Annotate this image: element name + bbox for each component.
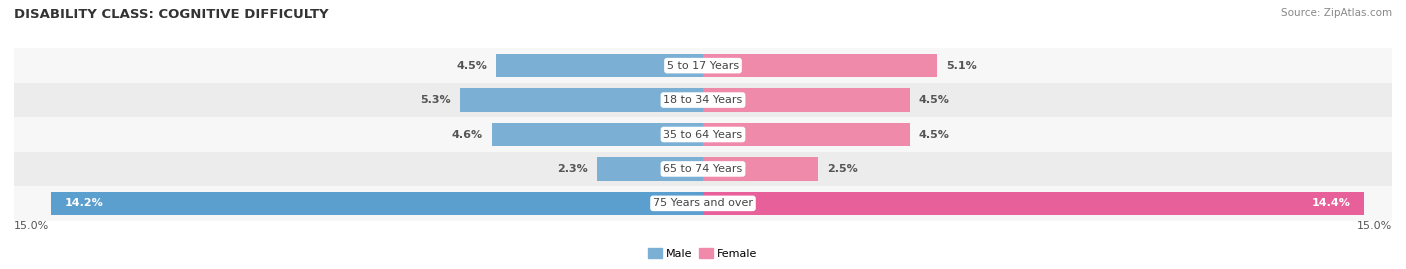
Text: 5 to 17 Years: 5 to 17 Years bbox=[666, 61, 740, 71]
Bar bbox=[14, 186, 1392, 221]
Text: 2.3%: 2.3% bbox=[557, 164, 588, 174]
Text: 4.5%: 4.5% bbox=[920, 129, 949, 140]
Text: 75 Years and over: 75 Years and over bbox=[652, 198, 754, 208]
Text: 14.2%: 14.2% bbox=[65, 198, 103, 208]
Bar bbox=[703, 54, 938, 77]
Text: Source: ZipAtlas.com: Source: ZipAtlas.com bbox=[1281, 8, 1392, 18]
Text: 4.5%: 4.5% bbox=[920, 95, 949, 105]
Text: DISABILITY CLASS: COGNITIVE DIFFICULTY: DISABILITY CLASS: COGNITIVE DIFFICULTY bbox=[14, 8, 329, 21]
Bar bbox=[492, 123, 703, 146]
Text: 4.5%: 4.5% bbox=[457, 61, 486, 71]
Bar bbox=[703, 88, 910, 112]
Bar bbox=[51, 192, 703, 215]
Text: 4.6%: 4.6% bbox=[451, 129, 482, 140]
Text: 35 to 64 Years: 35 to 64 Years bbox=[664, 129, 742, 140]
Bar bbox=[14, 48, 1392, 83]
Bar bbox=[14, 152, 1392, 186]
Bar bbox=[14, 117, 1392, 152]
Bar bbox=[14, 83, 1392, 117]
Text: 18 to 34 Years: 18 to 34 Years bbox=[664, 95, 742, 105]
Text: 5.3%: 5.3% bbox=[420, 95, 450, 105]
Text: 5.1%: 5.1% bbox=[946, 61, 977, 71]
Bar bbox=[703, 192, 1364, 215]
Bar bbox=[460, 88, 703, 112]
Bar bbox=[703, 157, 818, 181]
Bar bbox=[703, 123, 910, 146]
Bar bbox=[598, 157, 703, 181]
Bar bbox=[496, 54, 703, 77]
Text: 15.0%: 15.0% bbox=[14, 221, 49, 231]
Text: 2.5%: 2.5% bbox=[827, 164, 858, 174]
Legend: Male, Female: Male, Female bbox=[644, 243, 762, 263]
Text: 15.0%: 15.0% bbox=[1357, 221, 1392, 231]
Text: 14.4%: 14.4% bbox=[1312, 198, 1351, 208]
Text: 65 to 74 Years: 65 to 74 Years bbox=[664, 164, 742, 174]
